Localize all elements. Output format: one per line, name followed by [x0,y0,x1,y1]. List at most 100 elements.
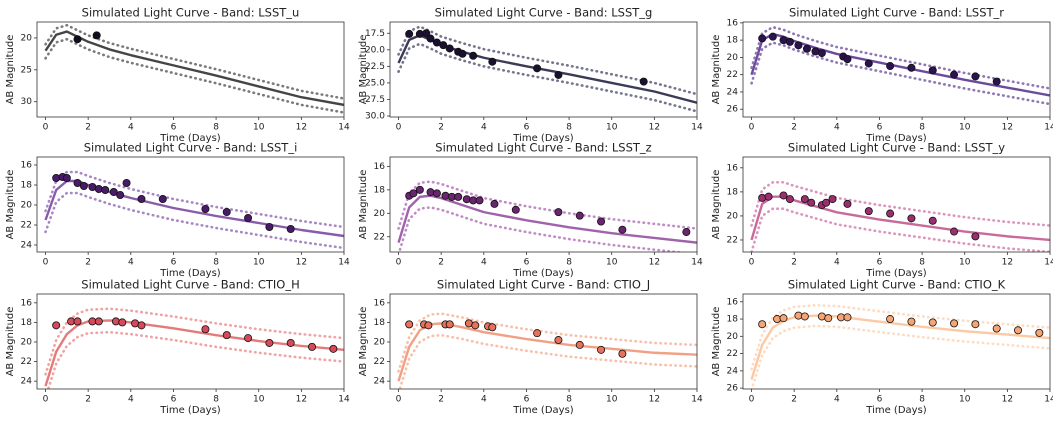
subplot: Simulated Light Curve - Band: LSST_i Time… [5,141,350,280]
subplot: Simulated Light Curve - Band: LSST_y Time… [711,141,1053,280]
y-axis-label: AB Magnitude [711,307,722,377]
observation [462,195,471,204]
y-tick-label: 24 [727,366,739,376]
x-tick-label: 0 [749,258,755,268]
axes-frame [389,156,698,253]
observation [779,191,788,200]
observation [415,185,424,194]
chart-title: Simulated Light Curve - Band: LSST_z [435,141,651,155]
observation [471,321,480,330]
x-axis-label: Time (Days) [512,405,574,416]
observation [597,345,606,354]
observation [639,77,648,86]
x-tick-label: 8 [566,123,572,133]
observation [864,207,873,216]
y-tick-label: 20 [727,211,739,221]
observation [768,32,777,41]
x-tick-label: 10 [606,123,618,133]
observation [426,188,435,197]
observation [907,214,916,223]
y-tick-label: 17.5 [365,29,385,39]
x-tick-label: 2 [438,258,444,268]
x-tick-label: 0 [43,395,49,405]
observation [886,209,895,218]
chart-title: Simulated Light Curve - Band: CTIO_J [437,278,650,292]
y-tick-label: 16 [727,18,739,28]
observation [554,208,563,217]
x-tick-label: 2 [438,395,444,405]
x-tick-label: 12 [1002,258,1013,268]
x-tick-label: 4 [128,258,134,268]
x-axis-label: Time (Days) [865,133,927,144]
x-tick-label: 0 [396,123,402,133]
axes-frame [742,156,1051,253]
y-tick-label: 30 [21,97,33,107]
y-tick-label: 18 [374,185,386,195]
subplot: Simulated Light Curve - Band: CTIO_K Time… [711,278,1053,417]
x-tick-label: 12 [649,258,660,268]
x-tick-label: 4 [481,395,487,405]
y-tick-label: 25 [21,65,32,75]
observation [52,173,61,182]
y-tick-label: 20 [21,33,33,43]
observation [800,195,809,204]
x-tick-label: 8 [566,258,572,268]
x-tick-label: 4 [834,395,840,405]
observation [201,204,210,213]
bound-line [44,23,344,100]
x-tick-label: 8 [919,395,925,405]
observation [843,55,852,64]
x-tick-label: 2 [438,123,444,133]
observation [554,336,563,345]
observation [907,317,916,326]
x-axis-label: Time (Days) [159,268,221,279]
observation [92,31,101,40]
observation [950,227,959,236]
x-tick-label: 0 [749,123,755,133]
chart-title: Simulated Light Curve - Band: CTIO_K [788,278,1006,292]
observation [244,334,253,343]
plot-area [397,25,697,113]
observation [490,199,499,208]
bound-line [44,170,344,229]
x-tick-label: 14 [691,258,703,268]
observation [469,51,478,60]
observation [843,199,852,208]
chart-title: Simulated Light Curve - Band: LSST_g [435,6,653,20]
bound-line [44,307,344,376]
observation [928,318,937,327]
bound-line [397,180,697,230]
y-tick-label: 18 [727,187,739,197]
x-tick-label: 14 [691,123,703,133]
observation [432,189,441,198]
bound-line [397,206,688,252]
observation [488,323,497,332]
x-tick-label: 14 [1044,258,1053,268]
observation [511,205,520,214]
axes-frame [389,293,698,390]
observation [488,57,497,66]
y-tick-label: 18 [727,36,739,46]
chart-title: Simulated Light Curve - Band: LSST_r [789,6,1004,20]
observation [886,62,895,71]
y-axis-label: AB Magnitude [5,307,16,377]
observation [554,70,563,79]
model-line [750,314,1050,380]
y-tick-label: 16 [374,162,386,172]
observation [794,41,803,50]
observation [597,217,606,226]
y-tick-label: 18 [21,181,33,191]
x-tick-label: 6 [171,258,177,268]
model-line [397,322,697,382]
observation [992,77,1001,86]
axes-frame [742,21,1051,118]
y-tick-label: 22 [727,235,738,245]
plot-area [397,312,697,389]
y-tick-label: 22 [21,357,32,367]
x-tick-label: 2 [85,395,91,405]
x-tick-label: 4 [481,123,487,133]
x-tick-label: 0 [43,258,49,268]
bound-line [750,303,1050,371]
observation [785,195,794,204]
x-tick-label: 10 [253,123,265,133]
